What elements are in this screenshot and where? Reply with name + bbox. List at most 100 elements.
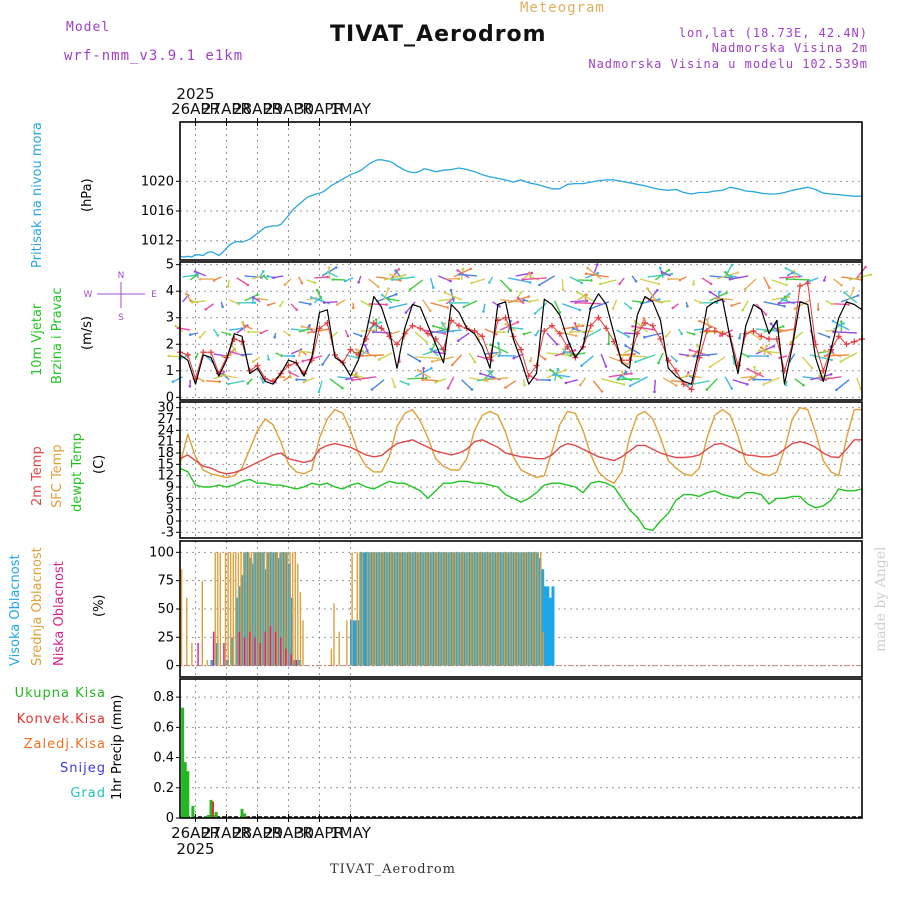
wind-arrow: [778, 293, 790, 304]
wind-arrow-head: [788, 292, 791, 296]
cloud-mid-bar: [503, 552, 506, 666]
wind-arrow: [409, 279, 424, 291]
wind-arrow-head: [425, 376, 428, 380]
wind-gust-point: [626, 357, 633, 364]
wind-arrow: [823, 275, 827, 281]
wind-arrow-head: [516, 320, 520, 324]
cloud-mid-bar: [540, 552, 542, 666]
cloud-mid-bar: [534, 552, 537, 666]
wind-arrow: [833, 303, 849, 306]
wind-arrow-head: [798, 275, 801, 278]
cloud-mid-bar: [390, 552, 392, 666]
cloud-unit: (%): [92, 594, 107, 618]
wind-arrow-head: [443, 332, 447, 335]
cloud-high-bar: [424, 552, 428, 666]
wind-gust-point: [704, 328, 710, 334]
wind-arrow: [600, 353, 607, 367]
wind-arrow-head: [308, 327, 312, 331]
wind-arrow: [476, 376, 494, 382]
wind-arrow-head: [709, 290, 712, 294]
y-tick-label: 3: [166, 503, 174, 518]
wind-arrow: [647, 273, 672, 278]
wind-arrow: [290, 348, 302, 355]
wind-arrow-head: [746, 383, 749, 386]
y-tick-label: 1012: [141, 234, 174, 249]
cloud-mid-bar: [219, 552, 221, 666]
wind-arrow-head: [502, 330, 506, 334]
wind-arrow-head: [402, 337, 405, 340]
wind-arrow: [291, 328, 304, 332]
y-tick-label: 100: [149, 545, 174, 560]
wind-arrow: [530, 276, 540, 281]
wind-arrow: [263, 275, 269, 281]
wind-arrow-head: [658, 266, 662, 270]
cloud-mid-bar: [490, 552, 493, 666]
wind-arrow: [414, 331, 428, 343]
wind-arrow-head: [658, 298, 661, 301]
wind-arrow-head: [564, 350, 567, 354]
cloud-high-bar: [414, 552, 418, 666]
cloud-mid-bar: [224, 552, 227, 666]
wind-arrow: [841, 294, 859, 303]
cloud-mid-bar: [511, 552, 513, 666]
cloud-mid-bar: [276, 552, 278, 666]
wind-arrow: [355, 374, 362, 382]
wind-arrow-head: [456, 269, 459, 272]
wind-gust-point: [262, 375, 269, 382]
wind-gust-point: [239, 338, 245, 345]
wind-arrow: [430, 348, 439, 357]
wind-gust-point: [394, 341, 400, 348]
wind-arrow-head: [783, 304, 786, 308]
wind-arrow: [856, 266, 867, 279]
wind-label-2: Brzina i Pravac: [50, 287, 65, 384]
cloud-mid-bar: [359, 552, 361, 666]
precip-conv-bar: [212, 801, 214, 818]
cloud-low-bar: [269, 626, 272, 666]
wind-arrow-head: [580, 364, 583, 368]
wind-arrow-head: [688, 348, 692, 352]
cloud-mid-bar: [514, 552, 516, 666]
wind-gust-point: [316, 325, 323, 332]
wind-arrow-head: [226, 285, 230, 288]
wind-arrow-head: [611, 307, 615, 310]
wind-arrow-head: [569, 354, 572, 357]
wind-arrow-head: [421, 378, 424, 382]
wind-arrow-head: [680, 332, 683, 336]
wind-arrow-head: [631, 325, 634, 328]
wind-arrow-head: [178, 357, 181, 360]
wind-arrow-head: [300, 281, 304, 285]
cloud-mid-bar: [292, 552, 294, 666]
wind-arrow-head: [840, 284, 843, 287]
wind-arrow-head: [381, 293, 384, 297]
wind-gust-point: [719, 330, 726, 337]
wind-arrow: [659, 300, 671, 303]
wind-arrow: [819, 374, 834, 380]
wind-arrow: [709, 356, 726, 368]
wind-arrow: [321, 353, 331, 365]
wind-arrow: [213, 353, 227, 357]
wind-arrow-head: [688, 374, 692, 378]
wind-arrow-head: [829, 373, 833, 376]
wind-arrow-head: [686, 305, 689, 308]
cloud-mid-bar: [403, 552, 405, 666]
wind-arrow-head: [523, 384, 526, 387]
cloud-mid-bar: [498, 552, 500, 666]
cloud-high-bar: [259, 552, 263, 666]
wind-arrow: [196, 273, 199, 279]
wind-arrow: [763, 301, 785, 307]
wind-arrow: [817, 332, 830, 338]
wind-arrow-head: [671, 306, 675, 310]
wind-arrow: [553, 300, 561, 313]
wind-arrow: [389, 303, 408, 309]
wind-arrow-head: [251, 360, 255, 363]
wind-unit: (m/s): [80, 316, 95, 350]
wind-arrow: [371, 379, 385, 391]
wind-arrow: [639, 278, 659, 285]
wind-arrow-head: [817, 308, 820, 311]
wind-arrow: [763, 345, 768, 358]
wind-arrow: [513, 353, 524, 359]
wind-arrow: [785, 267, 803, 278]
wind-arrow-head: [184, 292, 188, 296]
wind-arrow-head: [802, 383, 805, 387]
wind-arrow-head: [705, 318, 709, 321]
